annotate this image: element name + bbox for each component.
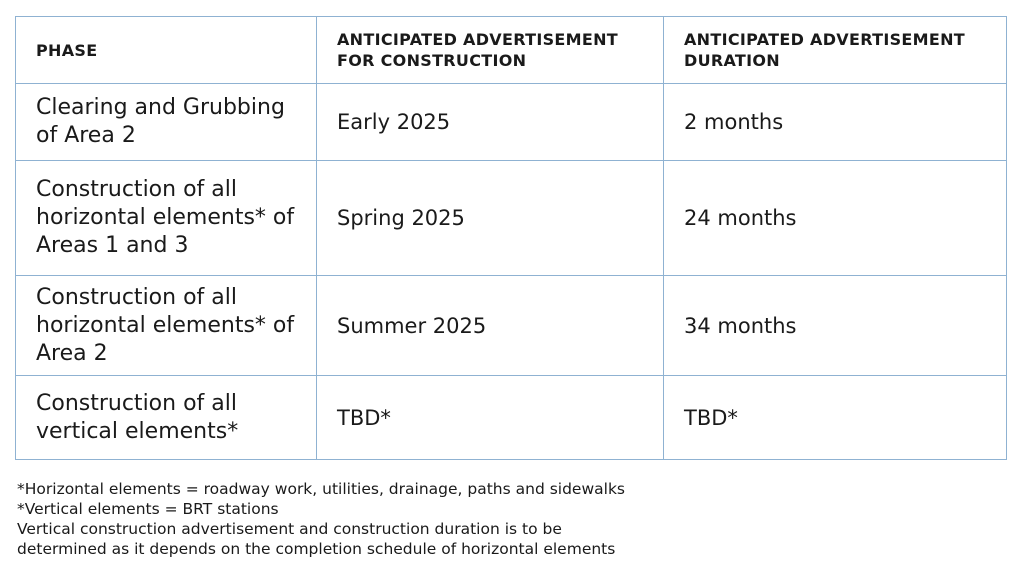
footnote-explanation-line-2: determined as it depends on the completi… xyxy=(17,540,616,558)
phase-cell: Construction of all horizontal elements*… xyxy=(15,275,317,376)
table-row: Clearing and Grubbing of Area 2 Early 20… xyxy=(15,83,1007,161)
schedule-table: PHASE ANTICIPATED ADVERTISEMENT FOR CONS… xyxy=(15,16,1007,460)
footnote-explanation-line-1: Vertical construction advertisement and … xyxy=(17,520,562,538)
footnote-horizontal: *Horizontal elements = roadway work, uti… xyxy=(17,480,625,498)
header-duration: ANTICIPATED ADVERTISEMENT DURATION xyxy=(663,16,1007,84)
header-advertisement: ANTICIPATED ADVERTISEMENT FOR CONSTRUCTI… xyxy=(316,16,664,84)
duration-cell: 2 months xyxy=(663,83,1007,161)
advertisement-cell: Spring 2025 xyxy=(316,160,664,276)
duration-cell: 34 months xyxy=(663,275,1007,376)
advertisement-cell: TBD* xyxy=(316,375,664,460)
header-phase: PHASE xyxy=(15,16,317,84)
phase-cell: Construction of all vertical elements* xyxy=(15,375,317,460)
advertisement-cell: Early 2025 xyxy=(316,83,664,161)
table-header-row: PHASE ANTICIPATED ADVERTISEMENT FOR CONS… xyxy=(15,16,1007,84)
advertisement-cell: Summer 2025 xyxy=(316,275,664,376)
duration-cell: TBD* xyxy=(663,375,1007,460)
footnotes: *Horizontal elements = roadway work, uti… xyxy=(17,479,625,559)
table-row: Construction of all horizontal elements*… xyxy=(15,160,1007,276)
table-row: Construction of all vertical elements* T… xyxy=(15,375,1007,460)
table-row: Construction of all horizontal elements*… xyxy=(15,275,1007,376)
footnote-vertical: *Vertical elements = BRT stations xyxy=(17,500,279,518)
phase-cell: Clearing and Grubbing of Area 2 xyxy=(15,83,317,161)
duration-cell: 24 months xyxy=(663,160,1007,276)
phase-cell: Construction of all horizontal elements*… xyxy=(15,160,317,276)
